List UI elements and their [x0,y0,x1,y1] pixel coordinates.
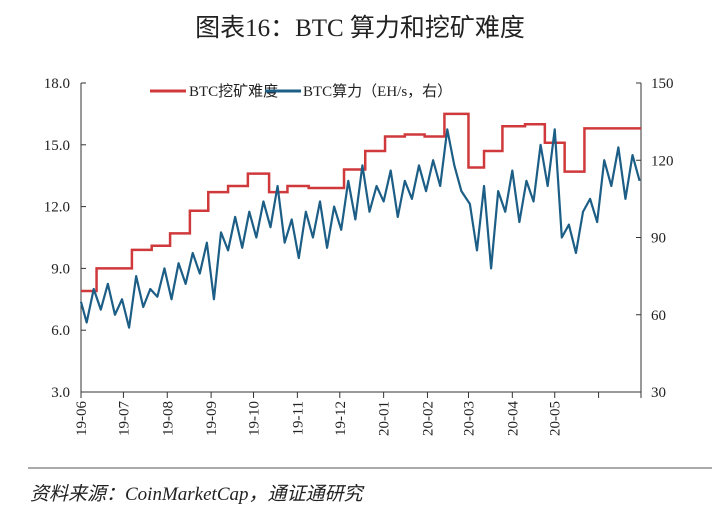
x-tick-label: 19-09 [204,401,220,436]
y-left-tick-label: 6.0 [51,323,70,339]
y-left-tick-label: 15.0 [44,138,70,154]
x-tick-label: 20-03 [461,401,477,436]
series-line-hashrate [79,128,641,329]
y-right-tick-label: 60 [651,308,666,324]
chart-title: 图表16：BTC 算力和挖矿难度 [195,14,525,42]
series-line-difficulty [81,112,641,293]
legend: BTC挖矿难度 BTC算力（EH/s，右） [150,82,452,100]
x-tick-label: 19-07 [116,401,132,436]
x-tick-label: 19-06 [74,401,90,436]
y-left-tick-label: 18.0 [44,76,70,92]
legend-label-hashrate: BTC算力（EH/s，右） [303,82,452,100]
x-tick-label: 19-11 [290,401,306,435]
x-tick-label: 19-10 [247,401,263,436]
x-tick-label: 20-04 [505,401,521,436]
y-right-tick-label: 120 [651,153,674,169]
x-tick-label: 19-12 [333,401,349,436]
x-tick-label: 20-01 [377,401,393,436]
y-left-tick-label: 12.0 [44,200,70,216]
y-left-tick-label: 9.0 [51,261,70,277]
x-tick-label: 20-05 [548,401,564,436]
x-tick-label: 19-08 [160,401,176,436]
x-tick-label: 20-02 [420,401,436,436]
source-note: 资料来源：CoinMarketCap，通证通研究 [30,483,365,505]
y-right-tick-label: 150 [651,76,674,92]
y-right-tick-label: 90 [651,231,666,247]
y-left-tick-label: 3.0 [51,385,70,401]
y-right-tick-label: 30 [651,385,666,401]
legend-label-difficulty: BTC挖矿难度 [189,83,278,100]
